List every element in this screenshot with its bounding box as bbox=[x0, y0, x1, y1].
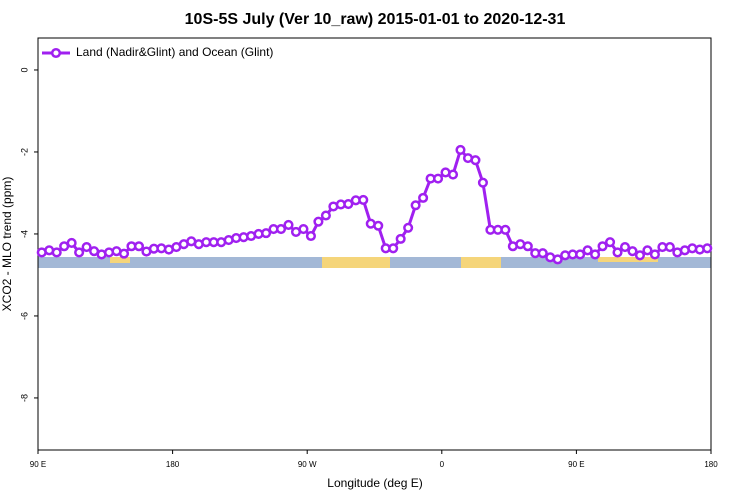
data-point bbox=[582, 245, 593, 256]
land-ocean-band bbox=[38, 257, 711, 268]
x-axis-label: Longitude (deg E) bbox=[327, 476, 422, 490]
data-point bbox=[522, 241, 533, 252]
x-tick-label: 90 W bbox=[298, 460, 317, 469]
data-point bbox=[66, 237, 77, 249]
legend-label: Land (Nadir&Glint) and Ocean (Glint) bbox=[76, 45, 273, 59]
data-point bbox=[552, 254, 563, 265]
data-point bbox=[634, 250, 646, 261]
data-point bbox=[642, 245, 653, 256]
y-axis-label: XCO2 - MLO trend (ppm) bbox=[0, 177, 14, 312]
land-band bbox=[461, 257, 501, 268]
data-point bbox=[118, 248, 130, 259]
data-point bbox=[433, 173, 444, 184]
data-point bbox=[343, 198, 354, 210]
data-point bbox=[133, 241, 144, 252]
x-tick-label: 0 bbox=[440, 460, 445, 469]
data-point bbox=[627, 246, 638, 257]
legend-marker bbox=[50, 47, 62, 59]
data-point bbox=[500, 224, 511, 235]
data-point bbox=[81, 242, 92, 253]
data-point bbox=[51, 247, 62, 258]
data-point bbox=[373, 220, 384, 231]
data-point bbox=[313, 216, 324, 227]
x-tick-label: 90 E bbox=[30, 460, 46, 469]
land-band bbox=[110, 257, 130, 263]
y-tick-label: 0 bbox=[19, 67, 29, 72]
data-point bbox=[275, 223, 287, 235]
data-point bbox=[590, 249, 601, 260]
data-point bbox=[320, 210, 331, 221]
data-point bbox=[283, 219, 294, 230]
data-point bbox=[358, 194, 369, 205]
x-tick-label: 180 bbox=[166, 460, 180, 469]
land-band bbox=[598, 257, 658, 262]
data-point bbox=[477, 177, 488, 188]
data-point bbox=[305, 230, 316, 242]
data-point bbox=[261, 228, 272, 239]
chart-title: 10S-5S July (Ver 10_raw) 2015-01-01 to 2… bbox=[185, 11, 566, 28]
data-point bbox=[702, 243, 713, 254]
x-tick-label: 90 E bbox=[568, 460, 584, 469]
plot-frame bbox=[37, 37, 712, 451]
data-point bbox=[597, 241, 608, 252]
data-point bbox=[605, 237, 616, 248]
data-point bbox=[447, 169, 459, 180]
data-point bbox=[664, 242, 675, 253]
data-point bbox=[470, 155, 481, 166]
data-point bbox=[619, 242, 631, 253]
data-point bbox=[537, 248, 548, 259]
data-point bbox=[74, 247, 85, 258]
x-tick-label: 180 bbox=[704, 460, 718, 469]
data-point bbox=[410, 200, 421, 211]
data-point bbox=[403, 222, 414, 233]
y-tick-label: -4 bbox=[19, 230, 29, 238]
data-point bbox=[575, 249, 586, 260]
data-point bbox=[612, 247, 623, 258]
data-point bbox=[418, 192, 429, 203]
land-band bbox=[322, 257, 390, 268]
data-point bbox=[298, 223, 309, 235]
y-tick-label: -8 bbox=[19, 394, 29, 402]
y-tick-label: -6 bbox=[19, 312, 29, 320]
data-point bbox=[455, 144, 466, 155]
data-point bbox=[395, 233, 406, 244]
data-point bbox=[388, 243, 399, 254]
y-tick-label: -2 bbox=[19, 148, 29, 156]
data-point bbox=[649, 249, 660, 260]
